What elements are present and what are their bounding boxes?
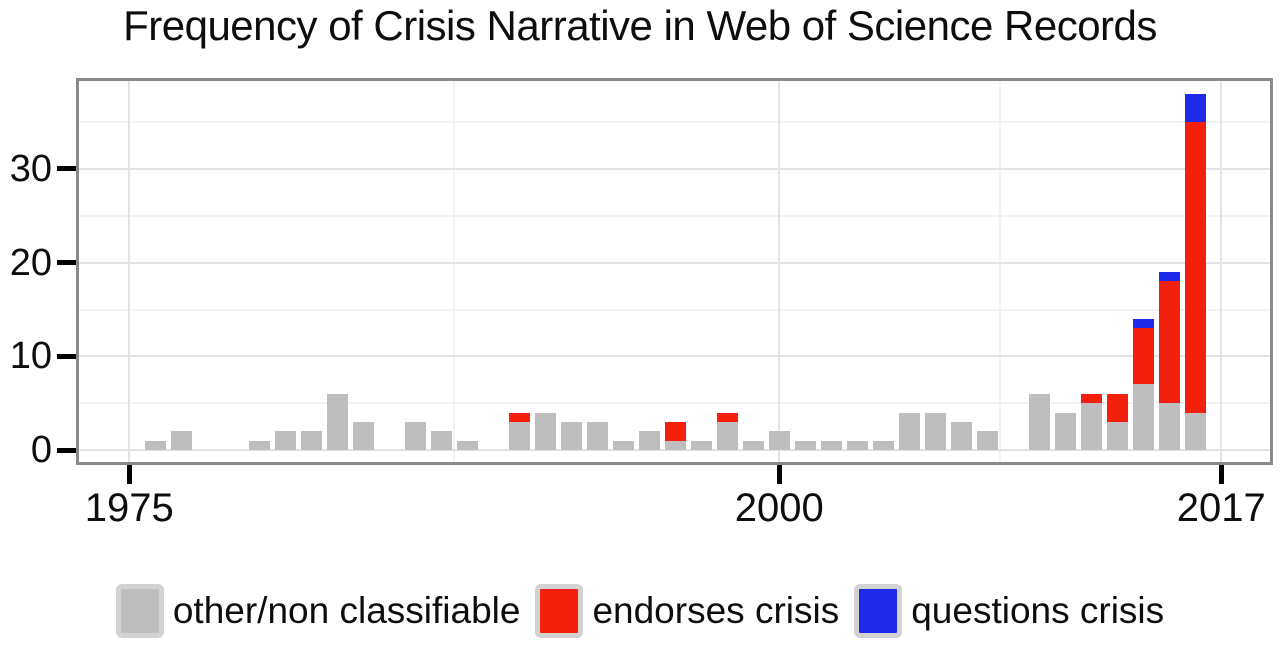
plot-panel <box>76 78 1273 465</box>
x-tick-2017 <box>1218 465 1224 484</box>
bar-2014-endorses <box>1132 328 1154 385</box>
bar-1984-other <box>352 421 374 450</box>
y-tick-10 <box>57 353 76 359</box>
y-tick-0 <box>57 447 76 453</box>
bar-1994-other <box>612 440 634 450</box>
y-tick-label-30: 30 <box>9 147 52 190</box>
bar-1997-other <box>690 440 712 450</box>
bar-2010-other <box>1028 393 1050 450</box>
gridline-y-minor-35 <box>79 121 1270 124</box>
legend-swatch-questions <box>854 584 903 638</box>
bar-2012-endorses <box>1080 393 1102 404</box>
bar-2002-other <box>820 440 842 450</box>
gridline-y-10 <box>79 355 1270 358</box>
bar-1981-other <box>274 431 296 450</box>
legend-swatch-other <box>115 584 164 638</box>
bar-2008-other <box>976 431 998 450</box>
y-tick-label-20: 20 <box>9 241 52 284</box>
x-tick-label-2000: 2000 <box>734 486 824 530</box>
bar-2006-other <box>924 412 946 450</box>
bar-1976-other <box>144 440 166 450</box>
gridline-y-minor-5 <box>79 402 1270 405</box>
bar-2016-questions <box>1184 94 1206 123</box>
bar-2003-other <box>846 440 868 450</box>
bar-1998-other <box>716 421 738 450</box>
bar-2014-questions <box>1132 318 1154 329</box>
bar-2015-other <box>1158 403 1180 450</box>
x-tick-1975 <box>126 465 132 484</box>
x-tick-2000 <box>776 465 782 484</box>
gridline-y-minor-25 <box>79 214 1270 217</box>
bar-1987-other <box>430 431 452 450</box>
bar-2012-other <box>1080 403 1102 450</box>
bar-2016-endorses <box>1184 122 1206 413</box>
bar-1991-other <box>534 412 556 450</box>
bar-1986-other <box>404 421 426 450</box>
bar-1992-other <box>560 421 582 450</box>
legend-label-questions: questions crisis <box>911 590 1165 631</box>
bar-1990-endorses <box>508 412 530 422</box>
bar-1999-other <box>742 440 764 450</box>
legend-item-endorses: endorses crisis <box>535 584 839 638</box>
bar-2011-other <box>1054 412 1076 450</box>
bar-1995-other <box>638 431 660 450</box>
bar-1996-endorses <box>664 421 686 441</box>
gridline-x-1975 <box>128 81 131 462</box>
gridline-y-0 <box>79 449 1270 451</box>
bar-1982-other <box>300 431 322 450</box>
bar-1996-other <box>664 440 686 450</box>
bar-2014-other <box>1132 384 1154 450</box>
bar-2013-endorses <box>1106 393 1128 422</box>
bar-1988-other <box>456 440 478 450</box>
bar-1998-endorses <box>716 412 738 422</box>
gridline-y-30 <box>79 168 1270 170</box>
bar-1993-other <box>586 421 608 450</box>
bar-2001-other <box>794 440 816 450</box>
gridline-y-minor-15 <box>79 308 1270 311</box>
legend-swatch-endorses <box>535 584 584 638</box>
gridline-x-minor-1987.5 <box>453 81 456 462</box>
bar-2015-endorses <box>1158 281 1180 404</box>
chart-title: Frequency of Crisis Narrative in Web of … <box>123 2 1157 49</box>
bar-2000-other <box>768 431 790 450</box>
bar-1977-other <box>170 431 192 450</box>
y-tick-label-0: 0 <box>30 429 52 471</box>
bar-1990-other <box>508 421 530 450</box>
bar-2004-other <box>872 440 894 450</box>
gridline-x-minor-2008.5 <box>999 81 1002 462</box>
bar-2015-questions <box>1158 272 1180 282</box>
x-tick-label-1975: 1975 <box>84 486 174 530</box>
legend-label-other: other/non classifiable <box>172 590 521 631</box>
legend-item-other: other/non classifiable <box>115 584 521 638</box>
legend-item-questions: questions crisis <box>854 584 1164 638</box>
bar-2007-other <box>950 421 972 450</box>
y-tick-30 <box>57 166 76 172</box>
y-tick-label-10: 10 <box>9 335 52 378</box>
bar-2005-other <box>898 412 920 450</box>
gridline-x-2000 <box>778 81 781 462</box>
legend: other/non classifiable endorses crisis que… <box>0 584 1280 638</box>
bar-2016-other <box>1184 412 1206 450</box>
legend-label-endorses: endorses crisis <box>592 590 840 631</box>
bar-1980-other <box>248 440 270 450</box>
gridline-x-2017 <box>1220 81 1223 462</box>
x-tick-label-2017: 2017 <box>1176 486 1266 530</box>
y-tick-20 <box>57 260 76 266</box>
bar-1983-other <box>326 393 348 450</box>
gridline-y-20 <box>79 261 1270 264</box>
bar-2013-other <box>1106 421 1128 450</box>
